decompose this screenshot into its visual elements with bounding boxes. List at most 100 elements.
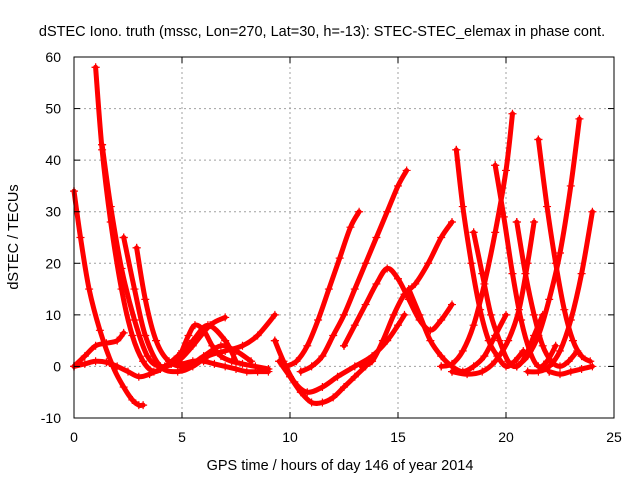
pass-start-marker — [119, 233, 128, 242]
data-point-marker — [119, 328, 128, 337]
data-point-marker — [124, 367, 132, 376]
data-point-marker — [303, 341, 312, 350]
data-point-marker — [400, 310, 409, 319]
data-point-marker — [184, 331, 193, 340]
series-line — [535, 137, 593, 364]
pass-start-marker — [512, 218, 521, 227]
series-line — [283, 209, 362, 369]
x-tick-label: 25 — [606, 429, 622, 445]
data-point-marker — [286, 372, 294, 381]
data-point-marker — [350, 372, 359, 381]
data-point-marker — [173, 367, 182, 376]
data-point-marker — [566, 181, 575, 190]
data-point-marker — [76, 233, 85, 242]
data-point-marker — [448, 359, 456, 368]
data-point-marker — [502, 362, 510, 371]
data-point-marker — [355, 207, 364, 216]
data-point-marker — [577, 352, 586, 361]
x-tick-labels: 0 5 10 15 20 25 — [70, 429, 622, 445]
y-tick-label: -10 — [41, 410, 61, 426]
data-point-marker — [383, 207, 392, 216]
data-point-marker — [208, 341, 217, 350]
data-point-marker — [141, 331, 150, 340]
series-pass-13 — [296, 166, 411, 376]
data-point-marker — [178, 359, 186, 368]
data-point-marker — [80, 352, 89, 361]
data-point-marker — [128, 395, 137, 404]
data-point-marker — [238, 341, 247, 350]
y-tick-label: 60 — [45, 49, 61, 65]
data-point-marker — [318, 398, 327, 407]
data-point-marker — [426, 336, 435, 345]
data-point-marker — [588, 362, 597, 371]
series-line — [93, 64, 239, 375]
data-point-marker — [292, 357, 301, 366]
data-point-marker — [514, 305, 523, 314]
data-point-marker — [238, 359, 247, 368]
y-axis-label: dSTEC / TECUs — [6, 184, 22, 289]
y-tick-label: 0 — [53, 358, 61, 374]
data-point-marker — [502, 310, 510, 319]
data-point-marker — [467, 259, 476, 268]
data-point-marker — [361, 259, 370, 268]
data-point-marker — [340, 383, 348, 392]
data-point-marker — [437, 316, 446, 325]
data-point-marker — [400, 290, 409, 299]
pass-start-marker — [357, 362, 366, 371]
series-line — [179, 322, 271, 372]
data-point-marker — [130, 285, 139, 294]
data-point-marker — [117, 264, 126, 273]
pass-start-marker — [491, 161, 500, 170]
series-group — [70, 63, 597, 410]
data-point-marker — [372, 279, 381, 288]
data-point-marker — [448, 218, 456, 227]
data-point-marker — [504, 357, 513, 366]
data-point-marker — [508, 269, 517, 278]
data-point-marker — [586, 357, 595, 366]
data-point-marker — [521, 269, 530, 278]
y-tick-label: 20 — [45, 255, 61, 271]
data-point-marker — [394, 274, 402, 283]
x-tick-label: 0 — [70, 429, 78, 445]
data-point-marker — [491, 228, 500, 237]
data-point-marker — [335, 254, 344, 263]
data-point-marker — [383, 264, 392, 273]
data-point-marker — [346, 223, 355, 232]
data-point-marker — [577, 269, 586, 278]
series-line — [134, 245, 254, 370]
data-point-marker — [389, 310, 398, 319]
data-point-marker — [91, 357, 100, 366]
data-point-marker — [478, 367, 487, 376]
series-pass-26 — [545, 362, 597, 379]
data-point-marker — [411, 279, 420, 288]
data-point-marker — [251, 362, 260, 371]
data-point-marker — [270, 310, 279, 319]
data-point-marker — [480, 279, 489, 288]
data-point-marker — [95, 326, 104, 335]
series-pass-05 — [132, 243, 256, 371]
x-tick-label: 5 — [178, 429, 186, 445]
data-point-marker — [402, 166, 411, 175]
pass-start-marker — [167, 359, 176, 368]
data-point-marker — [145, 370, 154, 379]
pass-start-marker — [545, 367, 554, 376]
series-line — [168, 358, 271, 375]
data-point-marker — [199, 326, 208, 335]
data-point-marker — [424, 259, 433, 268]
data-point-marker — [227, 357, 236, 366]
data-point-marker — [216, 341, 225, 350]
data-point-marker — [190, 321, 199, 330]
data-point-marker — [577, 365, 586, 374]
data-point-marker — [556, 370, 564, 379]
pass-start-marker — [534, 135, 543, 144]
data-point-marker — [318, 383, 327, 392]
data-point-marker — [480, 352, 489, 361]
data-point-marker — [504, 336, 513, 345]
data-point-marker — [221, 362, 230, 371]
data-point-marker — [566, 316, 575, 325]
y-tick-label: 40 — [45, 152, 61, 168]
data-point-marker — [91, 341, 100, 350]
data-point-marker — [188, 357, 197, 366]
data-point-marker — [324, 285, 333, 294]
